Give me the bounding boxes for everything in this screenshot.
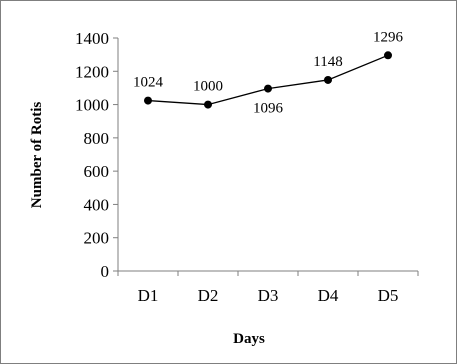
y-tick-label: 400 (84, 195, 110, 214)
x-tick-label: D2 (198, 286, 219, 305)
y-axis-title: Number of Rotis (29, 102, 45, 209)
y-tick-label: 600 (84, 162, 110, 181)
data-point (264, 84, 272, 93)
x-axis-title: Days (233, 331, 265, 347)
y-tick-label: 800 (84, 129, 110, 148)
y-tick-label: 0 (101, 262, 110, 281)
data-point (324, 75, 332, 84)
x-tick-label: D5 (378, 286, 399, 305)
y-tick-label: 1200 (75, 62, 109, 81)
axes (113, 37, 419, 276)
series-polyline (147, 54, 389, 106)
data-point (384, 51, 392, 60)
data-label: 1148 (313, 54, 342, 70)
data-label: 1024 (133, 75, 164, 91)
x-tick-label: D4 (318, 286, 339, 305)
data-label: 1000 (193, 79, 223, 95)
data-label: 1096 (253, 101, 284, 117)
y-tick-labels: 0 200 400 600 800 1000 1200 1400 (75, 29, 109, 281)
data-points (144, 51, 392, 109)
x-tick-label: D3 (258, 286, 279, 305)
series-line (147, 54, 389, 106)
y-tick-label: 1000 (75, 96, 109, 115)
x-tick-labels: D1 D2 D3 D4 D5 (138, 286, 399, 305)
y-tick-label: 200 (84, 229, 110, 248)
x-tick-label: D1 (138, 286, 159, 305)
y-tick-label: 1400 (75, 29, 109, 48)
data-label: 1296 (373, 29, 404, 45)
data-point (144, 96, 152, 105)
data-labels: 1024 1000 1096 1148 1296 (133, 29, 404, 116)
data-point (204, 100, 212, 109)
